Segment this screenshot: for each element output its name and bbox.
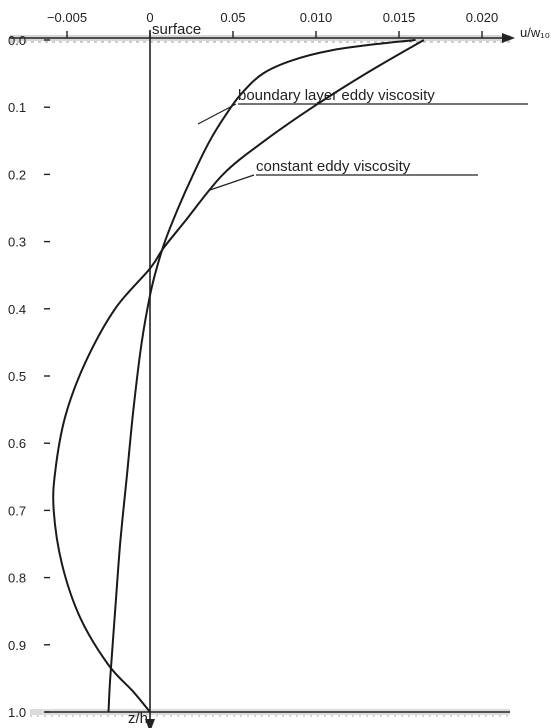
x-tick-label: 0.010 [300,10,333,25]
x-tick-label: 0.020 [466,10,499,25]
annotation-group: boundary layer eddy viscosity constant ed… [197,87,528,191]
surface-label: surface [152,21,201,38]
y-tick-group: 0.0 0.1 0.2 0.3 0.4 0.5 0.6 0.7 0.8 0.9 1.0 [8,33,50,720]
x-tick-label: 0 [146,10,153,25]
y-tick-label: 0.1 [8,100,26,115]
x-tick-label: −0.005 [47,10,87,25]
y-tick-label: 0.4 [8,302,26,317]
constant-eddy-viscosity-curve [52,39,425,713]
annotation-leader-line [197,103,237,125]
y-tick-label: 1.0 [8,705,26,720]
annotation-leader-line [209,174,255,191]
x-tick-label: 0.015 [383,10,416,25]
annotation-label: boundary layer eddy viscosity [238,87,435,104]
x-tick-label: 0.05 [220,10,245,25]
boundary-layer-eddy-viscosity-curve [107,39,416,713]
y-axis-label: z/h [128,710,148,727]
x-axis-label: u/w₁₀ [520,25,550,40]
series-group [52,39,425,713]
y-tick-label: 0.0 [8,33,26,48]
y-tick-label: 0.9 [8,638,26,653]
y-tick-label: 0.7 [8,503,26,518]
y-tick-label: 0.8 [8,571,26,586]
annotation-label: constant eddy viscosity [256,158,411,175]
y-axis-arrowhead [145,719,155,728]
y-tick-label: 0.3 [8,235,26,250]
y-tick-label: 0.6 [8,436,26,451]
y-tick-label: 0.5 [8,369,26,384]
y-tick-label: 0.2 [8,167,26,182]
x-tick-group: −0.005 0 0.05 0.010 0.015 0.020 [47,10,498,38]
x-axis-arrowhead [502,33,515,43]
